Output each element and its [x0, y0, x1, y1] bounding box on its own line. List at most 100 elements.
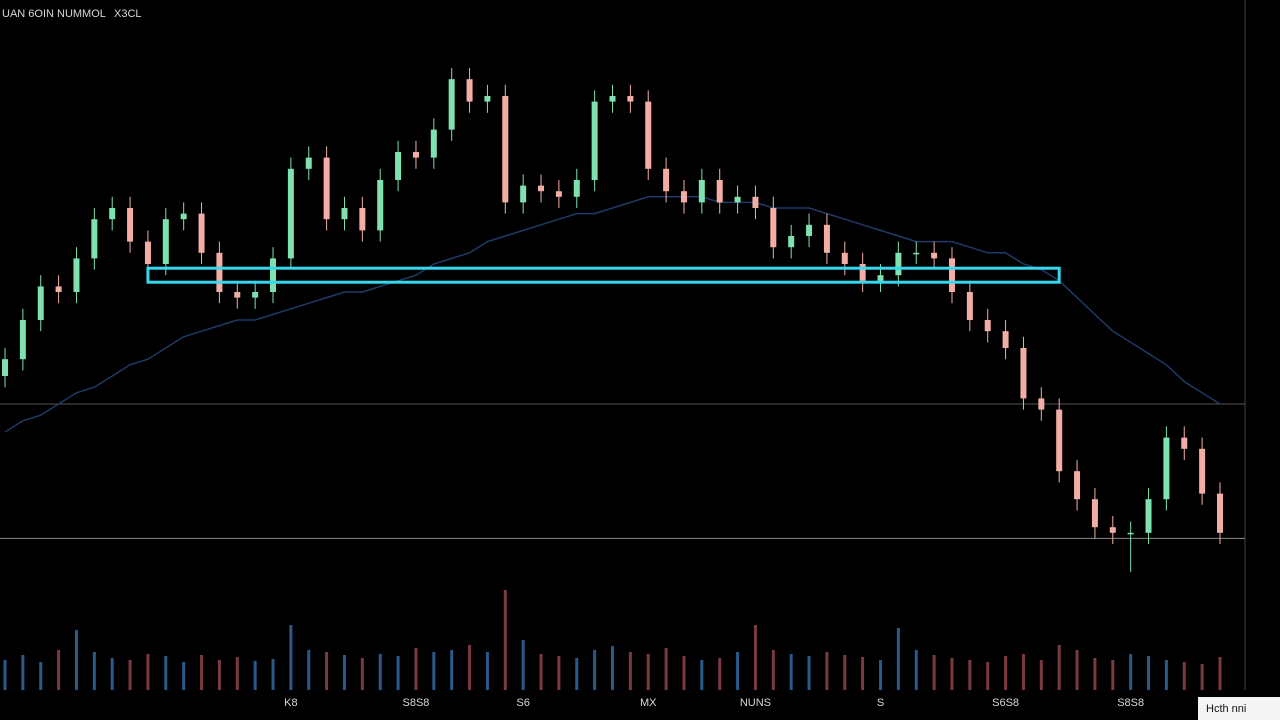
- volume-bar: [3, 660, 7, 690]
- candle-body: [966, 292, 973, 320]
- candle-body: [91, 219, 98, 259]
- candle-body: [1217, 493, 1223, 533]
- candle-body: [1020, 348, 1027, 399]
- volume-bar: [896, 628, 900, 690]
- candle-body: [931, 252, 938, 259]
- candle-body: [538, 185, 545, 192]
- candle-body: [734, 196, 741, 203]
- candle-body: [1074, 471, 1081, 500]
- volume-bar: [74, 630, 78, 690]
- volume-bar: [682, 656, 686, 690]
- x-tick-label: NUNS: [740, 697, 771, 709]
- candle-body: [2, 359, 8, 376]
- volume-bar: [1200, 664, 1204, 690]
- volume-bar: [879, 660, 883, 690]
- candle-body: [913, 252, 920, 255]
- x-tick-label: S8S8: [402, 697, 429, 709]
- volume-bar: [932, 655, 936, 690]
- candle-body: [698, 180, 705, 203]
- volume-bar: [217, 660, 221, 690]
- candle-body: [502, 96, 509, 203]
- candle-body: [859, 264, 866, 281]
- candle-body: [663, 168, 670, 192]
- candle-body: [466, 79, 473, 102]
- volume-bar: [628, 652, 632, 690]
- volume-bar: [342, 655, 346, 690]
- volume-bar: [182, 662, 186, 690]
- volume-bar: [1093, 658, 1097, 690]
- chart-title: UAN 6OIN NUMMOL: [2, 8, 106, 20]
- candle-body: [484, 96, 491, 102]
- candle-body: [395, 152, 402, 180]
- candle-body: [1002, 331, 1009, 348]
- volume-bar: [861, 657, 865, 690]
- volume-bar: [557, 656, 561, 690]
- candle-body: [305, 157, 312, 169]
- candle-body: [377, 180, 384, 231]
- volume-bar: [503, 590, 507, 690]
- candle-body: [716, 180, 723, 203]
- candle-body: [1199, 448, 1206, 494]
- volume-bar: [200, 655, 204, 690]
- candle-body: [895, 252, 902, 276]
- candle-body: [430, 129, 437, 158]
- x-tick-label: S6S8: [992, 697, 1019, 709]
- volume-bar: [611, 646, 614, 690]
- candle-body: [591, 101, 598, 180]
- volume-bar: [21, 655, 25, 690]
- candle-body: [448, 79, 455, 130]
- candle-body: [144, 241, 151, 264]
- candle-body: [19, 320, 26, 360]
- candle-body: [984, 320, 991, 332]
- candle-body: [359, 208, 366, 231]
- candle-body: [1056, 409, 1063, 472]
- candle-body: [627, 96, 634, 102]
- candle-body: [1109, 527, 1116, 533]
- candle-body: [752, 196, 759, 208]
- candle-body: [877, 275, 884, 281]
- highlight-zone: [146, 266, 1061, 284]
- volume-bar: [325, 652, 329, 690]
- volume-bar: [521, 640, 525, 690]
- moving-average: [4, 196, 1221, 433]
- x-tick-label: K8: [284, 697, 297, 709]
- volume-bar: [164, 656, 168, 690]
- volume-bar: [718, 658, 722, 690]
- candle-body: [216, 252, 223, 292]
- volume-bar: [378, 654, 382, 690]
- candle-body: [180, 213, 187, 220]
- candle-body: [841, 252, 848, 264]
- volume-bar: [575, 658, 579, 690]
- x-tick-label: S: [877, 697, 884, 709]
- candle-body: [109, 208, 116, 220]
- volume-bar: [1021, 654, 1025, 690]
- volume-bar: [646, 654, 650, 690]
- volume-bar: [360, 658, 364, 690]
- volume-bar: [396, 656, 400, 690]
- volume-bar: [914, 650, 918, 690]
- candle-body: [1091, 499, 1098, 528]
- volume-bar: [539, 654, 543, 690]
- candle-body: [1145, 499, 1152, 533]
- volume-bar: [1111, 660, 1115, 690]
- x-tick-label: MX: [640, 697, 657, 709]
- candle-body: [234, 292, 241, 298]
- badge-bg: [1198, 697, 1280, 720]
- volume-bar: [1057, 645, 1061, 690]
- candle-body: [252, 292, 259, 298]
- candle-body: [1127, 532, 1134, 535]
- candle-body: [412, 152, 419, 158]
- volume-bar: [700, 660, 704, 690]
- volume-bar: [753, 625, 757, 690]
- candle-body: [806, 224, 813, 236]
- volume-bar: [968, 660, 972, 690]
- x-tick-label: S6: [516, 697, 529, 709]
- candle-body: [55, 286, 62, 292]
- volume-bar: [950, 658, 954, 690]
- volume-bar: [92, 652, 96, 690]
- volume-bar: [1129, 654, 1133, 690]
- candle-body: [162, 219, 169, 264]
- volume-bar: [468, 645, 472, 690]
